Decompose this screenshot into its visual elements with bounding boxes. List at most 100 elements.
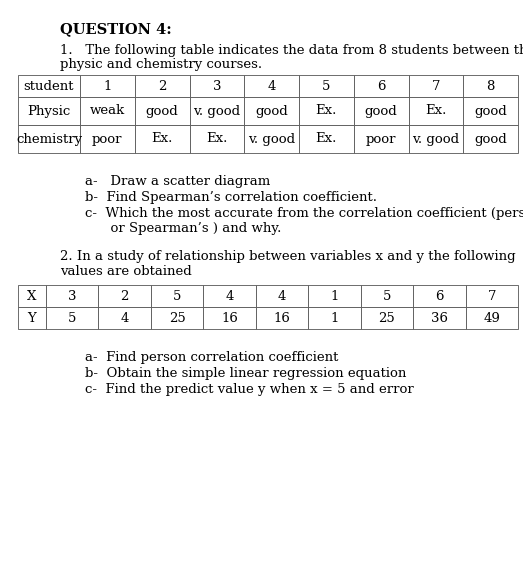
Text: 6: 6	[435, 289, 444, 302]
Text: 4: 4	[278, 289, 286, 302]
Bar	[203, 307, 256, 329]
Bar	[189, 75, 244, 97]
Text: 25: 25	[379, 312, 395, 325]
Bar	[98, 307, 151, 329]
Bar	[354, 75, 408, 97]
Text: 4: 4	[225, 289, 234, 302]
Bar	[18, 307, 46, 329]
Bar	[465, 285, 518, 307]
Bar	[256, 307, 308, 329]
Bar	[244, 125, 299, 153]
Bar	[408, 75, 463, 97]
Text: Physic: Physic	[27, 105, 71, 118]
Bar	[98, 285, 151, 307]
Bar	[203, 285, 256, 307]
Bar	[299, 75, 354, 97]
Bar	[46, 307, 98, 329]
Bar	[465, 307, 518, 329]
Text: a-   Draw a scatter diagram: a- Draw a scatter diagram	[85, 175, 270, 188]
Bar	[135, 75, 189, 97]
Bar	[308, 307, 361, 329]
Bar	[299, 97, 354, 125]
Text: 5: 5	[68, 312, 76, 325]
Text: chemistry: chemistry	[16, 132, 82, 145]
Text: 3: 3	[213, 79, 221, 92]
Text: 2: 2	[120, 289, 129, 302]
Text: 2. In a study of relationship between variables x and y the following: 2. In a study of relationship between va…	[60, 250, 516, 263]
Text: v. good: v. good	[194, 105, 241, 118]
Bar	[413, 307, 465, 329]
Text: 8: 8	[486, 79, 495, 92]
Bar	[408, 97, 463, 125]
Text: Ex.: Ex.	[206, 132, 228, 145]
Bar	[256, 285, 308, 307]
Bar	[299, 125, 354, 153]
Text: 7: 7	[487, 289, 496, 302]
Text: X: X	[27, 289, 37, 302]
Bar	[354, 125, 408, 153]
Text: Ex.: Ex.	[425, 105, 447, 118]
Text: 4: 4	[120, 312, 129, 325]
Text: good: good	[365, 105, 397, 118]
Bar	[18, 285, 46, 307]
Text: poor: poor	[92, 132, 122, 145]
Text: weak: weak	[90, 105, 125, 118]
Text: 3: 3	[68, 289, 76, 302]
Text: values are obtained: values are obtained	[60, 265, 192, 278]
Bar	[151, 285, 203, 307]
Text: good: good	[255, 105, 288, 118]
Bar	[151, 307, 203, 329]
Text: good: good	[474, 105, 507, 118]
Text: 5: 5	[322, 79, 331, 92]
Text: v. good: v. good	[248, 132, 295, 145]
Text: 4: 4	[267, 79, 276, 92]
Text: c-  Which the most accurate from the correlation coefficient (person: c- Which the most accurate from the corr…	[85, 207, 523, 220]
Bar	[18, 125, 80, 153]
Text: 1: 1	[330, 289, 338, 302]
Bar	[18, 97, 80, 125]
Text: 16: 16	[274, 312, 290, 325]
Bar	[46, 285, 98, 307]
Bar	[244, 97, 299, 125]
Text: or Spearman’s ) and why.: or Spearman’s ) and why.	[85, 222, 281, 235]
Bar	[308, 285, 361, 307]
Text: c-  Find the predict value y when x = 5 and error: c- Find the predict value y when x = 5 a…	[85, 383, 414, 396]
Text: 25: 25	[169, 312, 186, 325]
Text: 49: 49	[483, 312, 500, 325]
Text: poor: poor	[366, 132, 396, 145]
Bar	[80, 97, 135, 125]
Text: 7: 7	[431, 79, 440, 92]
Text: 6: 6	[377, 79, 385, 92]
Text: Y: Y	[28, 312, 37, 325]
Bar	[361, 285, 413, 307]
Bar	[18, 75, 80, 97]
Bar	[408, 125, 463, 153]
Text: good: good	[146, 105, 178, 118]
Text: 2: 2	[158, 79, 166, 92]
Text: QUESTION 4:: QUESTION 4:	[60, 22, 172, 36]
Text: a-  Find person correlation coefficient: a- Find person correlation coefficient	[85, 351, 338, 364]
Bar	[413, 285, 465, 307]
Text: b-  Obtain the simple linear regression equation: b- Obtain the simple linear regression e…	[85, 367, 406, 380]
Bar	[189, 125, 244, 153]
Text: 36: 36	[431, 312, 448, 325]
Bar	[463, 75, 518, 97]
Bar	[463, 97, 518, 125]
Text: b-  Find Spearman’s correlation coefficient.: b- Find Spearman’s correlation coefficie…	[85, 191, 377, 204]
Text: 5: 5	[383, 289, 391, 302]
Bar	[189, 97, 244, 125]
Text: v. good: v. good	[412, 132, 459, 145]
Text: 1: 1	[103, 79, 111, 92]
Text: Ex.: Ex.	[152, 132, 173, 145]
Bar	[135, 97, 189, 125]
Bar	[80, 75, 135, 97]
Text: 1: 1	[330, 312, 338, 325]
Text: good: good	[474, 132, 507, 145]
Bar	[463, 125, 518, 153]
Text: 1.   The following table indicates the data from 8 students between the: 1. The following table indicates the dat…	[60, 44, 523, 57]
Text: student: student	[24, 79, 74, 92]
Text: Ex.: Ex.	[316, 105, 337, 118]
Text: physic and chemistry courses.: physic and chemistry courses.	[60, 58, 262, 71]
Text: 5: 5	[173, 289, 181, 302]
Text: Ex.: Ex.	[316, 132, 337, 145]
